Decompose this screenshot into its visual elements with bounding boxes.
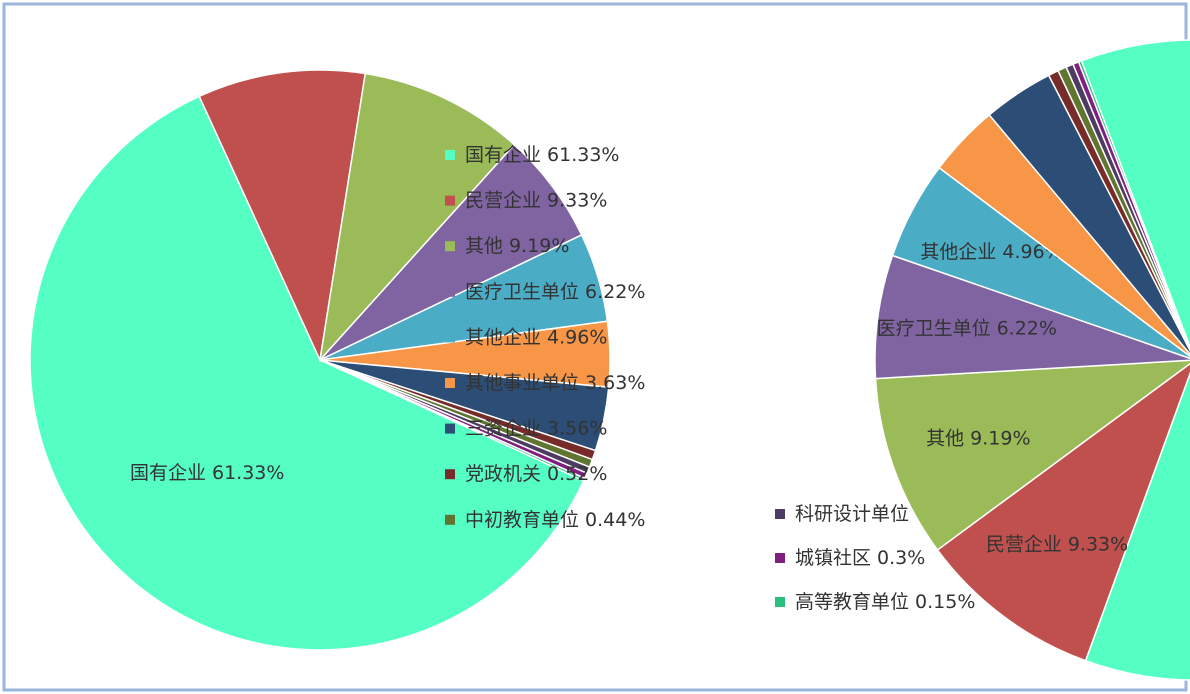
label-name: 民营企业	[986, 533, 1062, 555]
data-label: 党政机关 0.52%	[465, 463, 607, 485]
data-label: 中初教育单位 0.44%	[465, 508, 645, 530]
data-label: 医疗卫生单位 6.22%	[877, 317, 1057, 339]
label-value: 61.33%	[547, 144, 619, 166]
data-label: 其他 9.19%	[926, 427, 1030, 449]
data-label: 其他事业单位 3.63%	[465, 372, 645, 394]
label-name: 医疗卫生单位	[877, 317, 991, 339]
label-name: 其他	[926, 427, 964, 449]
label-name: 国有企业	[465, 144, 541, 166]
label-value: 3.56%	[547, 417, 607, 439]
data-label: 其他企业 4.96%	[465, 326, 607, 348]
label-name: 其他	[465, 235, 503, 257]
data-label: 高等教育单位 0.15%	[795, 591, 975, 613]
label-name: 城镇社区	[795, 547, 871, 569]
label-name: 党政机关	[465, 463, 541, 485]
label-value: 0.44%	[585, 508, 645, 530]
label-value: 6.22%	[585, 280, 645, 302]
legend-swatch	[775, 509, 785, 519]
legend-swatch	[445, 150, 455, 160]
data-label: 城镇社区 0.3%	[795, 547, 925, 569]
legend-swatch	[775, 597, 785, 607]
label-value: 9.19%	[970, 427, 1030, 449]
legend-swatch	[445, 241, 455, 251]
label-name: 高等教育单位	[795, 591, 909, 613]
data-label: 民营企业 9.33%	[465, 189, 607, 211]
label-name: 国有企业	[130, 461, 206, 483]
label-name: 其他企业	[920, 240, 996, 262]
legend-swatch	[445, 332, 455, 342]
legend-swatch	[445, 515, 455, 525]
label-name: 其他企业	[465, 326, 541, 348]
label-name: 科研设计单位	[795, 503, 909, 525]
label-value: 4.96%	[547, 326, 607, 348]
legend-swatch	[775, 553, 785, 563]
data-label: 医疗卫生单位 6.22%	[465, 280, 645, 302]
label-value: 0.52%	[547, 463, 607, 485]
label-value: 6.22%	[997, 317, 1057, 339]
data-label: 民营企业 9.33%	[986, 533, 1128, 555]
label-name: 三资企业	[465, 417, 541, 439]
legend-swatch	[445, 287, 455, 297]
label-value: 9.33%	[547, 189, 607, 211]
legend-swatch	[445, 469, 455, 479]
legend-swatch	[445, 196, 455, 206]
chart: 国有企业 61.33% 国有企业 61.33% 民营企业 9.33% 其他 9.19% 医疗卫…	[0, 0, 1190, 694]
data-label: 三资企业 3.56%	[465, 417, 607, 439]
label-name: 民营企业	[465, 189, 541, 211]
label-value: 0.15%	[915, 591, 975, 613]
label-value: 3.63%	[585, 372, 645, 394]
label-name: 其他事业单位	[465, 372, 579, 394]
label-value: 0.3%	[877, 547, 925, 569]
label-name: 中初教育单位	[465, 508, 579, 530]
label-value: 61.33%	[212, 461, 284, 483]
label-value: 9.19%	[509, 235, 569, 257]
data-label: 其他 9.19%	[465, 235, 569, 257]
label-name: 医疗卫生单位	[465, 280, 579, 302]
legend-swatch	[445, 424, 455, 434]
label-value: 9.33%	[1068, 533, 1128, 555]
legend-swatch	[445, 378, 455, 388]
